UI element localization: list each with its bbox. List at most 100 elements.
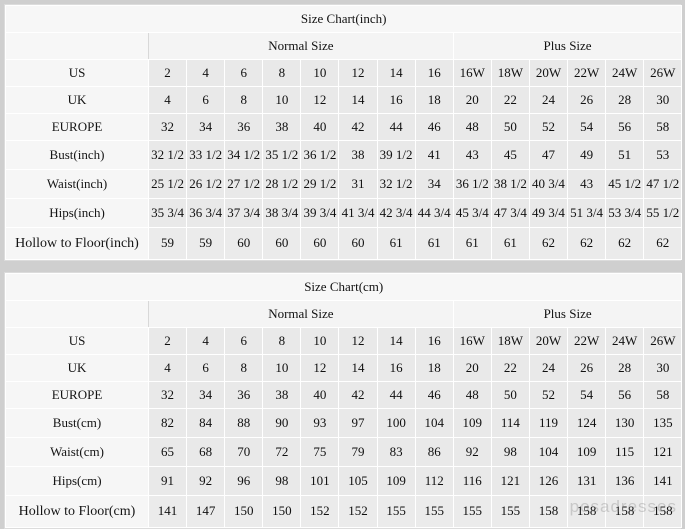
table-cell: 97 <box>338 408 378 438</box>
table-cell: 36 1/2 <box>300 140 340 170</box>
cm-row-label: UK <box>5 354 149 382</box>
table-cell: 32 1/2 <box>376 169 416 199</box>
table-cell: 24W <box>605 327 645 355</box>
table-cell: 121 <box>643 437 683 467</box>
table-cell: 152 <box>300 495 340 528</box>
table-cell: 8 <box>262 59 302 87</box>
table-cell: 155 <box>376 495 416 528</box>
inch-row-label: EUROPE <box>5 113 149 141</box>
cm-group-header-1: Normal Size <box>148 300 454 328</box>
table-cell: 121 <box>490 466 530 496</box>
table-cell: 32 1/2 <box>147 140 188 170</box>
table-cell: 26 <box>567 354 607 382</box>
inch-row-label: Hips(inch) <box>5 198 149 228</box>
table-cell: 135 <box>643 408 683 438</box>
cm-row-label: Bust(cm) <box>5 408 149 438</box>
inch-group-header-2: Plus Size <box>452 32 683 60</box>
table-row: Bust(cm) 82 84 88 90 93 97 100 104 109 114 119 124 13… <box>5 408 683 438</box>
table-cell: 6 <box>224 59 264 87</box>
table-cell: 41 <box>414 140 454 170</box>
table-cell: 42 3/4 <box>376 198 416 228</box>
table-cell: 124 <box>567 408 607 438</box>
table-cell: 158 <box>567 495 607 528</box>
table-cell: 68 <box>186 437 226 467</box>
table-cell: 155 <box>452 495 492 528</box>
table-cell: 4 <box>147 86 188 114</box>
table-cell: 61 <box>490 227 530 260</box>
size-chart-inch-body: Size Chart(inch) Normal Size Plus Size US 2 4… <box>4 5 683 260</box>
table-row: Hips(inch) 35 3/4 36 3/4 37 3/4 38 3/4 39 3/4… <box>5 198 683 228</box>
table-cell: 25 1/2 <box>147 169 188 199</box>
cm-row-label: Hollow to Floor(cm) <box>5 495 149 528</box>
table-cell: 8 <box>262 327 302 355</box>
table-cell: 55 1/2 <box>643 198 683 228</box>
cm-row-label: EUROPE <box>5 381 149 409</box>
table-cell: 150 <box>224 495 264 528</box>
table-cell: 56 <box>605 381 645 409</box>
size-chart-cm-body: Size Chart(cm) Normal Size Plus Size US 2 4 6 8… <box>4 273 683 528</box>
table-cell: 28 1/2 <box>262 169 302 199</box>
cm-row-label: Waist(cm) <box>5 437 149 467</box>
inch-group-header-1: Normal Size <box>148 32 454 60</box>
table-row: US 2 4 6 8 10 12 14 16 16W 18W 20W 22W 24W 26W <box>5 327 683 355</box>
table-cell: 48 <box>452 113 492 141</box>
table-cell: 10 <box>300 327 340 355</box>
table-cell: 18W <box>490 327 530 355</box>
table-row: EUROPE 32 34 36 38 40 42 44 46 48 50 52 54 56 58 <box>5 113 683 141</box>
table-cell: 39 1/2 <box>376 140 416 170</box>
table-cell: 47 3/4 <box>490 198 530 228</box>
table-cell: 131 <box>567 466 607 496</box>
table-cell: 92 <box>452 437 492 467</box>
inch-group-row: Normal Size Plus Size <box>5 32 683 60</box>
table-cell: 20W <box>528 59 569 87</box>
table-cell: 46 <box>414 113 454 141</box>
table-cell: 18 <box>414 86 454 114</box>
table-cell: 86 <box>414 437 454 467</box>
table-cell: 83 <box>376 437 416 467</box>
cm-title: Size Chart(cm) <box>4 273 683 301</box>
table-cell: 42 <box>338 381 378 409</box>
table-cell: 60 <box>262 227 302 260</box>
table-cell: 158 <box>528 495 569 528</box>
table-cell: 16 <box>376 354 416 382</box>
table-cell: 119 <box>528 408 569 438</box>
table-cell: 26 <box>567 86 607 114</box>
table-cell: 18W <box>490 59 530 87</box>
table-cell: 150 <box>262 495 302 528</box>
table-cell: 38 3/4 <box>262 198 302 228</box>
table-cell: 109 <box>452 408 492 438</box>
table-cell: 61 <box>376 227 416 260</box>
table-cell: 59 <box>186 227 226 260</box>
table-cell: 16W <box>452 59 492 87</box>
table-cell: 65 <box>147 437 188 467</box>
table-cell: 38 <box>262 381 302 409</box>
table-cell: 8 <box>224 86 264 114</box>
table-cell: 88 <box>224 408 264 438</box>
table-row: Bust(inch) 32 1/2 33 1/2 34 1/2 35 1/2 36 1/2… <box>5 140 683 170</box>
table-cell: 98 <box>262 466 302 496</box>
table-cell: 53 3/4 <box>605 198 645 228</box>
table-cell: 30 <box>643 86 683 114</box>
table-cell: 54 <box>567 113 607 141</box>
table-cell: 43 <box>452 140 492 170</box>
table-cell: 4 <box>147 354 188 382</box>
table-cell: 18 <box>414 354 454 382</box>
table-row: Waist(inch) 25 1/2 26 1/2 27 1/2 28 1/2 29 1/… <box>5 169 683 199</box>
table-row: Hips(cm) 91 92 96 98 101 105 109 112 116 121 126 131… <box>5 466 683 496</box>
table-cell: 141 <box>147 495 188 528</box>
table-cell: 62 <box>528 227 569 260</box>
table-cell: 38 1/2 <box>490 169 530 199</box>
table-cell: 54 <box>567 381 607 409</box>
size-chart-inch-table: Size Chart(inch) Normal Size Plus Size US 2 4… <box>4 5 683 260</box>
table-cell: 4 <box>186 327 226 355</box>
table-cell: 40 <box>300 381 340 409</box>
table-cell: 12 <box>338 327 378 355</box>
inch-row-label: UK <box>5 86 149 114</box>
inch-row-label: Bust(inch) <box>5 140 149 170</box>
table-cell: 36 <box>224 113 264 141</box>
table-cell: 101 <box>300 466 340 496</box>
cm-title-row: Size Chart(cm) <box>4 273 683 301</box>
table-cell: 52 <box>528 113 569 141</box>
table-cell: 40 <box>300 113 340 141</box>
